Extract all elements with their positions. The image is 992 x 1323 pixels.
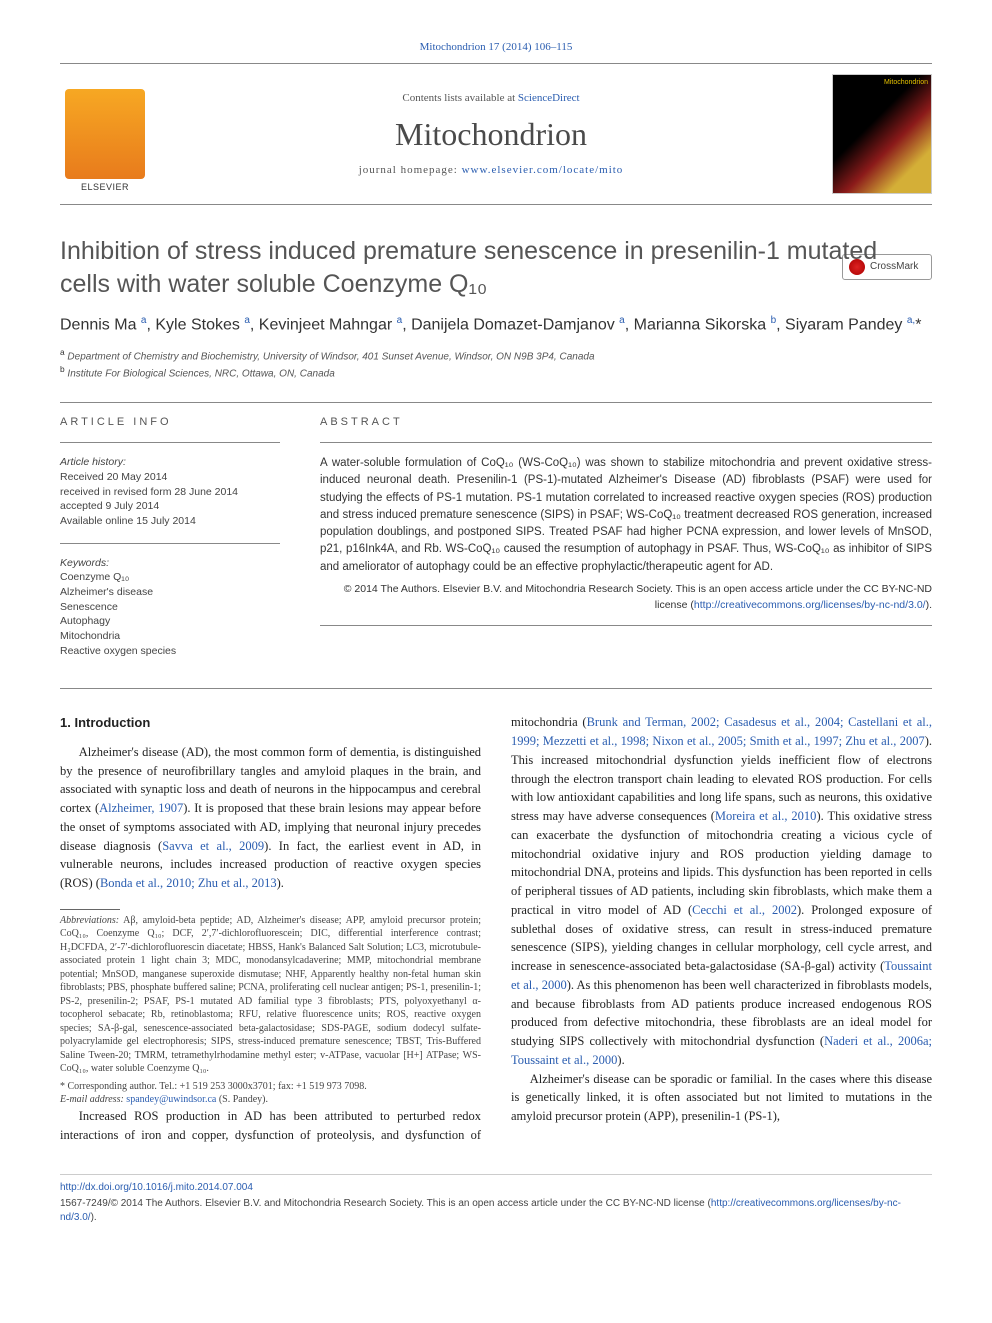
corresp-email-link[interactable]: spandey@uwindsor.ca xyxy=(126,1094,216,1105)
body-paragraph: Alzheimer's disease can be sporadic or f… xyxy=(511,1070,932,1126)
journal-homepage-line: journal homepage: www.elsevier.com/locat… xyxy=(150,163,832,178)
citation-link[interactable]: Bonda et al., 2010; Zhu et al., 2013 xyxy=(100,876,277,890)
keyword: Senescence xyxy=(60,601,118,613)
email-suffix: (S. Pandey). xyxy=(216,1094,268,1105)
section-rule-top xyxy=(60,402,932,403)
footnote-block: Abbreviations: Aβ, amyloid-beta peptide;… xyxy=(60,909,481,1107)
keyword: Mitochondria xyxy=(60,630,120,642)
meta-row: ARTICLE INFO Article history: Received 2… xyxy=(60,415,932,669)
history-line: received in revised form 28 June 2014 xyxy=(60,486,238,498)
doi-line: http://dx.doi.org/10.1016/j.mito.2014.07… xyxy=(60,1181,932,1195)
contents-available-line: Contents lists available at ScienceDirec… xyxy=(150,91,832,106)
article-title: Inhibition of stress induced premature s… xyxy=(60,235,932,300)
keywords-label: Keywords: xyxy=(60,557,109,569)
abbrev-label: Abbreviations: xyxy=(60,915,119,926)
keyword: Autophagy xyxy=(60,615,110,627)
page-footer: http://dx.doi.org/10.1016/j.mito.2014.07… xyxy=(60,1174,932,1225)
footer-close: ). xyxy=(91,1212,97,1223)
license-link[interactable]: http://creativecommons.org/licenses/by-n… xyxy=(694,599,926,611)
abstract-label: ABSTRACT xyxy=(320,415,932,430)
history-line: accepted 9 July 2014 xyxy=(60,500,159,512)
top-citation-link[interactable]: Mitochondrion 17 (2014) 106–115 xyxy=(420,41,573,53)
journal-cover-thumb xyxy=(832,74,932,194)
keywords-rule xyxy=(60,543,280,544)
citation-link[interactable]: Naderi et al., 2006a; Toussaint et al., … xyxy=(511,1034,932,1067)
abstract-rule xyxy=(320,442,932,443)
keyword: Alzheimer's disease xyxy=(60,586,153,598)
citation-link[interactable]: Savva et al., 2009 xyxy=(162,839,264,853)
citation-link[interactable]: Brunk and Terman, 2002; Casadesus et al.… xyxy=(511,715,932,748)
body-paragraph: Alzheimer's disease (AD), the most commo… xyxy=(60,743,481,893)
history-label: Article history: xyxy=(60,456,126,468)
top-citation: Mitochondrion 17 (2014) 106–115 xyxy=(60,40,932,55)
abstract-text: A water-soluble formulation of CoQ₁₀ (WS… xyxy=(320,455,932,613)
homepage-label: journal homepage: xyxy=(359,164,462,176)
article-body: 1. Introduction Alzheimer's disease (AD)… xyxy=(60,713,932,1144)
elsevier-tree-icon xyxy=(65,89,145,179)
copyright-close: ). xyxy=(926,599,932,611)
issn-text: 1567-7249/© 2014 The Authors. Elsevier B… xyxy=(60,1198,711,1209)
section-rule-bottom xyxy=(60,688,932,689)
homepage-link[interactable]: www.elsevier.com/locate/mito xyxy=(462,164,624,176)
contents-label: Contents lists available at xyxy=(402,92,517,104)
keyword: Coenzyme Q₁₀ xyxy=(60,571,129,583)
info-rule xyxy=(60,442,280,443)
abstract-body: A water-soluble formulation of CoQ₁₀ (WS… xyxy=(320,457,932,573)
journal-header: Contents lists available at ScienceDirec… xyxy=(60,63,932,205)
author-list: Dennis Ma a, Kyle Stokes a, Kevinjeet Ma… xyxy=(60,314,932,337)
keyword: Reactive oxygen species xyxy=(60,645,176,657)
article-info-label: ARTICLE INFO xyxy=(60,415,280,430)
citation-link[interactable]: Moreira et al., 2010 xyxy=(715,809,817,823)
history-line: Received 20 May 2014 xyxy=(60,471,167,483)
publisher-logo xyxy=(60,84,150,184)
sciencedirect-link[interactable]: ScienceDirect xyxy=(518,92,580,104)
crossmark-label: CrossMark xyxy=(870,260,918,274)
header-center: Contents lists available at ScienceDirec… xyxy=(150,91,832,179)
abbrev-text: Aβ, amyloid-beta peptide; AD, Alzheimer'… xyxy=(60,915,481,1075)
correspondence-footnote: * Corresponding author. Tel.: +1 519 253… xyxy=(60,1080,481,1107)
abstract-copyright: © 2014 The Authors. Elsevier B.V. and Mi… xyxy=(320,582,932,614)
article-history: Article history: Received 20 May 2014 re… xyxy=(60,455,280,528)
abstract-column: ABSTRACT A water-soluble formulation of … xyxy=(320,415,932,669)
citation-link[interactable]: Alzheimer, 1907 xyxy=(99,801,183,815)
cover-image xyxy=(833,75,931,193)
article-info-column: ARTICLE INFO Article history: Received 2… xyxy=(60,415,280,669)
history-line: Available online 15 July 2014 xyxy=(60,515,196,527)
keywords-block: Keywords: Coenzyme Q₁₀ Alzheimer's disea… xyxy=(60,556,280,659)
journal-name: Mitochondrion xyxy=(150,112,832,157)
issn-copyright-line: 1567-7249/© 2014 The Authors. Elsevier B… xyxy=(60,1197,932,1225)
citation-link[interactable]: Cecchi et al., 2002 xyxy=(692,903,797,917)
abbreviations-footnote: Abbreviations: Aβ, amyloid-beta peptide;… xyxy=(60,914,481,1076)
intro-heading: 1. Introduction xyxy=(60,713,481,733)
affiliations: a Department of Chemistry and Biochemist… xyxy=(60,347,932,382)
doi-link[interactable]: http://dx.doi.org/10.1016/j.mito.2014.07… xyxy=(60,1182,253,1193)
corresp-line: * Corresponding author. Tel.: +1 519 253… xyxy=(60,1081,367,1092)
affiliation-b: b Institute For Biological Sciences, NRC… xyxy=(60,364,932,381)
abstract-rule-bottom xyxy=(320,625,932,626)
email-label: E-mail address: xyxy=(60,1094,126,1105)
footnote-rule xyxy=(60,909,120,910)
affiliation-a: a Department of Chemistry and Biochemist… xyxy=(60,347,932,364)
citation-link[interactable]: Toussaint et al., 2000 xyxy=(511,959,932,992)
